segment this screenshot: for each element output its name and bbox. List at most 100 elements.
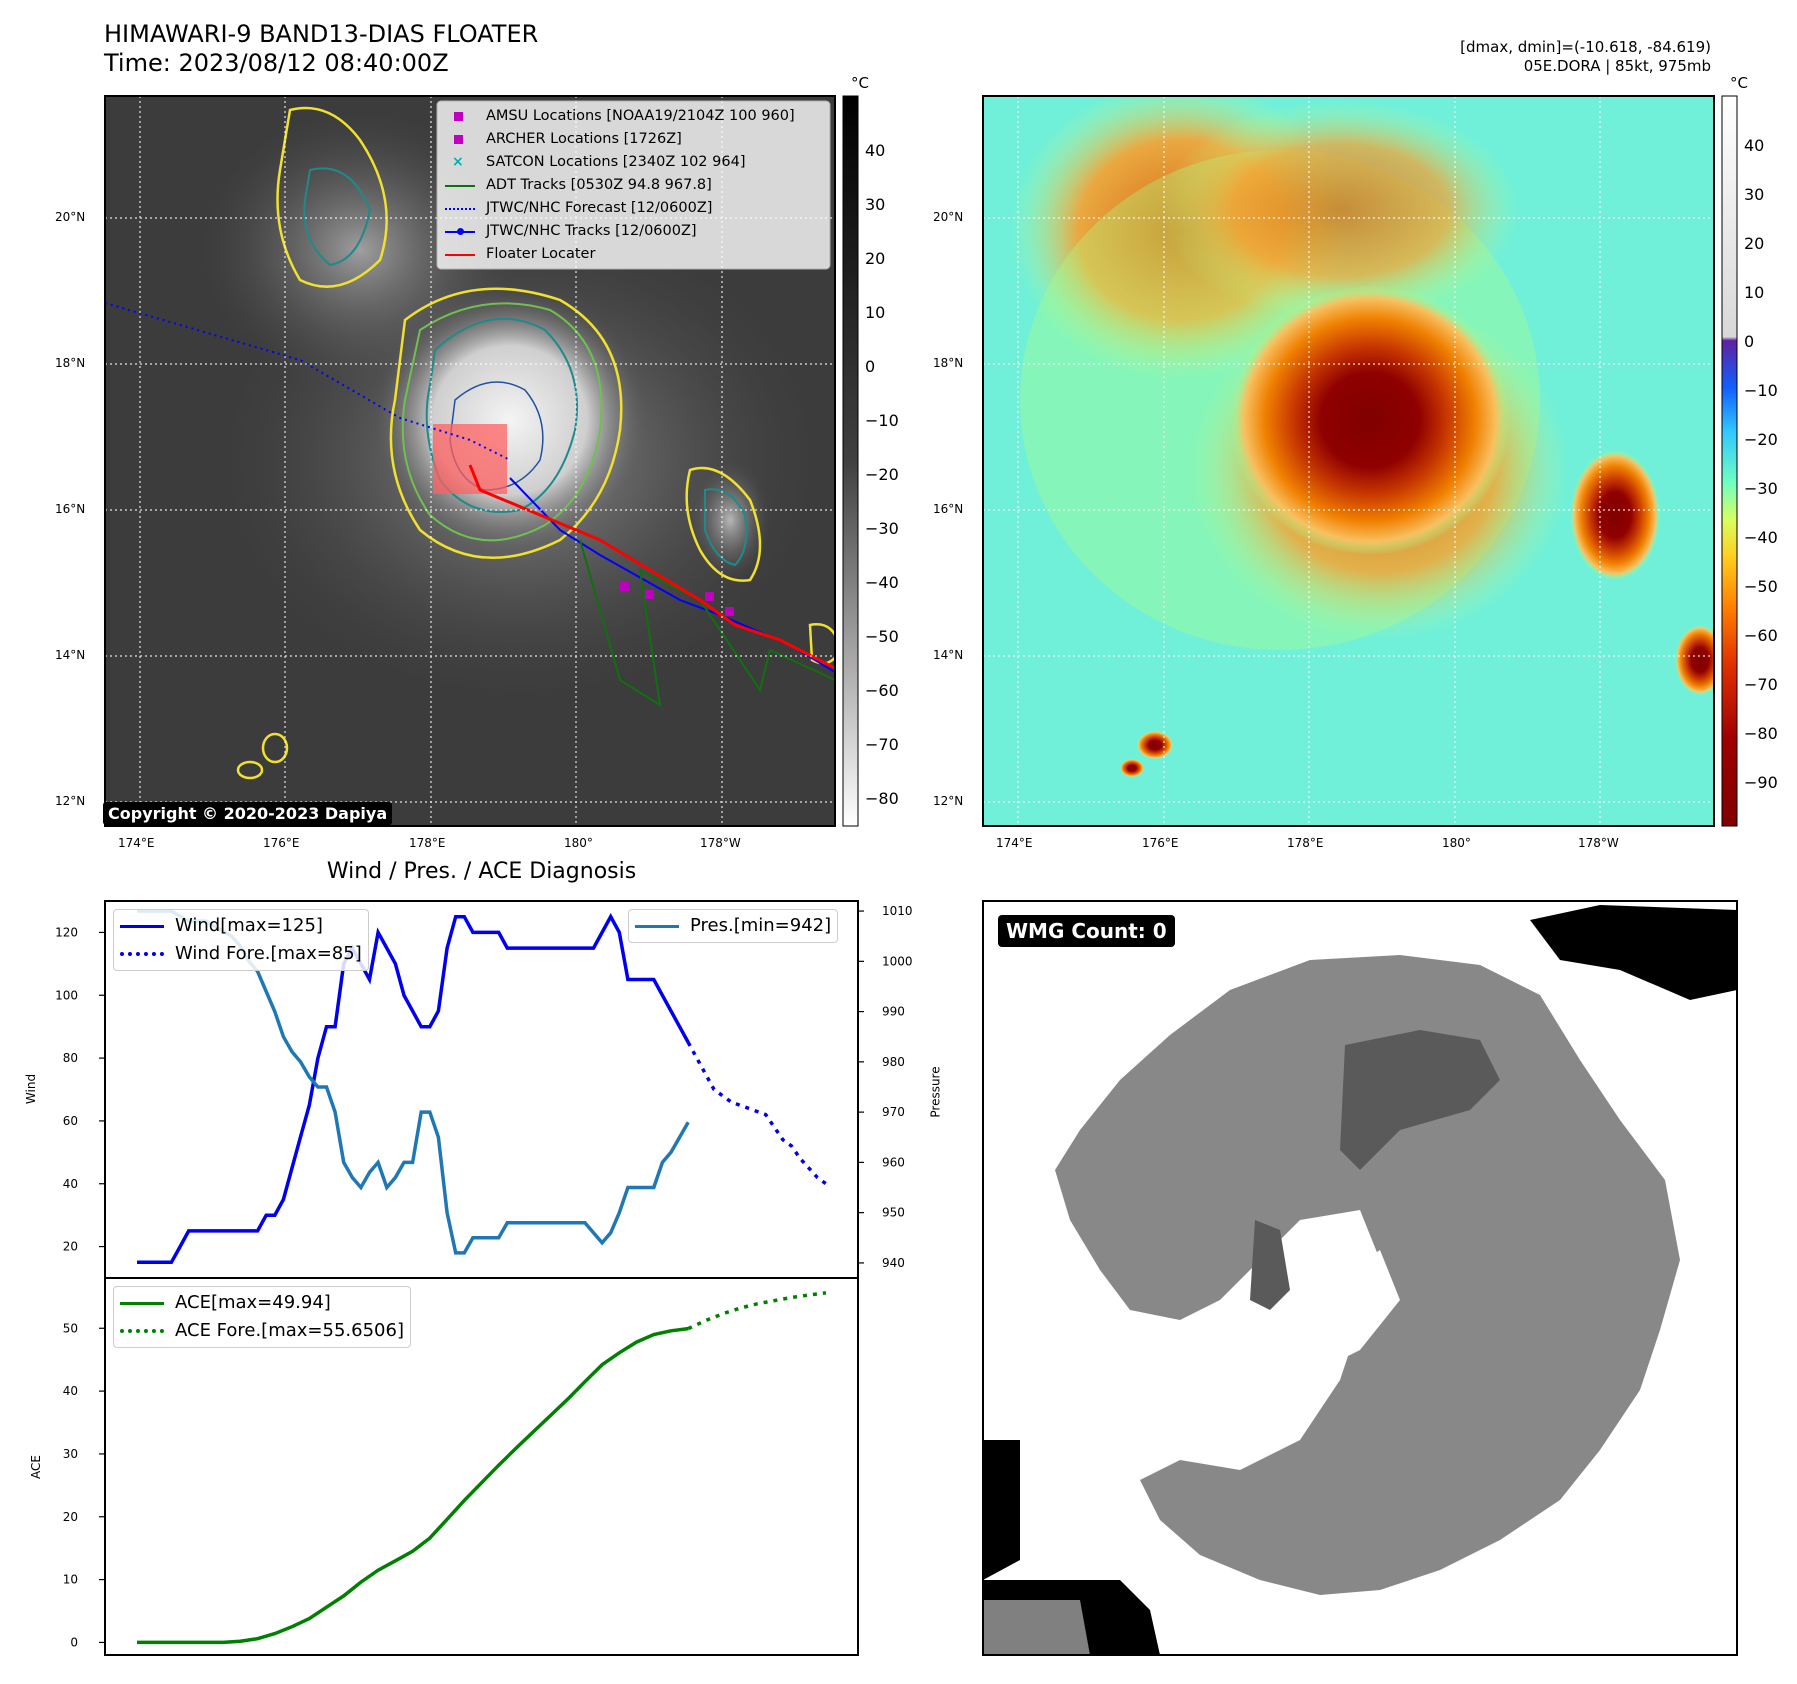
color-lat-label-20: 20°N xyxy=(933,210,964,224)
y-right-tick-label: 980 xyxy=(882,1055,905,1069)
dotted-line-icon xyxy=(445,208,475,210)
ir-colorbar-tick: 10 xyxy=(865,303,886,322)
ir-colorbar-tick: −30 xyxy=(865,519,899,538)
ir-colorbar-tick: −50 xyxy=(865,627,899,646)
ir-lon-label-176e: 176°E xyxy=(263,836,300,850)
color-lat-label-18: 18°N xyxy=(933,356,964,370)
color-lon-label-174e: 174°E xyxy=(996,836,1033,850)
ace-y-tick-label: 10 xyxy=(63,1573,78,1587)
ir-colorbar-tick: 0 xyxy=(865,357,876,376)
storm-info: [dmax, dmin]=(-10.618, -84.619) 05E.DORA… xyxy=(1460,38,1711,76)
ace-y-tick-label: 0 xyxy=(70,1635,78,1649)
legend-entry-ace-forecast: ACE Fore.[max=55.6506] xyxy=(120,1317,404,1345)
diagnosis-chart-title: Wind / Pres. / ACE Diagnosis xyxy=(326,859,637,884)
color-colorbar-tick: −30 xyxy=(1744,479,1778,498)
y-tick-label: 20 xyxy=(63,1240,78,1254)
ir-colorbar-tick: −80 xyxy=(865,789,899,808)
legend-entry-adt: ADT Tracks [0530Z 94.8 967.8] xyxy=(445,174,830,197)
ir-lon-label-174e: 174°E xyxy=(118,836,155,850)
color-colorbar-tick: 0 xyxy=(1744,332,1755,351)
legend-entry-wind: Wind[max=125] xyxy=(120,912,362,940)
color-colorbar-tick: −90 xyxy=(1744,773,1778,792)
storm-intensity-text: 05E.DORA | 85kt, 975mb xyxy=(1523,57,1711,75)
ir-colorbar-tick: −70 xyxy=(865,735,899,754)
legend-entry-wind-forecast: Wind Fore.[max=85] xyxy=(120,940,362,968)
y-tick-label: 80 xyxy=(63,1051,78,1065)
ace-y-tick-label: 20 xyxy=(63,1510,78,1524)
y-right-tick-label: 940 xyxy=(882,1256,905,1270)
ir-colorbar-tick: −10 xyxy=(865,411,899,430)
ir-colorbar-tick: 40 xyxy=(865,141,886,160)
color-colorbar-tick: −10 xyxy=(1744,381,1778,400)
line-marker-icon xyxy=(445,185,475,187)
y-right-tick-label: 1000 xyxy=(882,954,913,968)
legend-entry-amsu: AMSU Locations [NOAA19/2104Z 100 960] xyxy=(445,105,830,128)
color-ir-map xyxy=(982,95,1715,827)
x-marker-icon: × xyxy=(452,154,464,170)
y-right-tick-label: 970 xyxy=(882,1105,905,1119)
dotted-line-icon xyxy=(120,1329,164,1333)
wind-legend: Wind[max=125] Wind Fore.[max=85] xyxy=(113,909,369,971)
copyright-badge: Copyright © 2020-2023 Dapiya xyxy=(103,802,393,825)
y-tick-label: 60 xyxy=(63,1114,78,1128)
ace-legend: ACE[max=49.94] ACE Fore.[max=55.6506] xyxy=(113,1286,411,1348)
ir-lat-label-16: 16°N xyxy=(55,502,86,516)
color-colorbar-tick: −60 xyxy=(1744,626,1778,645)
line-marker-icon xyxy=(445,254,475,256)
color-lon-label-180: 180° xyxy=(1442,836,1471,850)
y-tick-label: 120 xyxy=(55,925,78,939)
square-marker-icon xyxy=(454,112,463,121)
ace-y-tick-label: 30 xyxy=(63,1447,78,1461)
color-colorbar xyxy=(1721,95,1738,827)
ir-lon-label-178w: 178°W xyxy=(700,836,741,850)
ir-lat-label-20: 20°N xyxy=(55,210,86,224)
wmg-count-badge: WMG Count: 0 xyxy=(998,915,1175,947)
ir-colorbar-tick: −60 xyxy=(865,681,899,700)
y-right-tick-label: 960 xyxy=(882,1155,905,1169)
legend-entry-floater: Floater Locater xyxy=(445,243,830,266)
pressure-legend: Pres.[min=942] xyxy=(628,909,839,943)
y-right-tick-label: 950 xyxy=(882,1206,905,1220)
dmax-dmin-text: [dmax, dmin]=(-10.618, -84.619) xyxy=(1460,38,1711,56)
color-lon-label-178w: 178°W xyxy=(1578,836,1619,850)
legend-entry-satcon: × SATCON Locations [2340Z 102 964] xyxy=(445,151,830,174)
color-colorbar-tick: 20 xyxy=(1744,234,1765,253)
ace-y-tick-label: 50 xyxy=(63,1321,78,1335)
ir-colorbar xyxy=(842,95,859,827)
line-marker-icon xyxy=(120,925,164,928)
title-line-2: Time: 2023/08/12 08:40:00Z xyxy=(104,49,449,77)
ace-series-line-1 xyxy=(687,1291,827,1331)
ir-legend-entries: AMSU Locations [NOAA19/2104Z 100 960] AR… xyxy=(445,105,830,266)
y-tick-label: 100 xyxy=(55,988,78,1002)
color-lon-label-176e: 176°E xyxy=(1142,836,1179,850)
y-right-tick-label: 1010 xyxy=(882,904,913,918)
legend-entry-pressure: Pres.[min=942] xyxy=(635,912,831,940)
line-marker-icon xyxy=(120,1302,164,1305)
ace-y-tick-label: 40 xyxy=(63,1384,78,1398)
square-marker-icon xyxy=(454,135,463,144)
color-lat-label-16: 16°N xyxy=(933,502,964,516)
ir-lon-label-180: 180° xyxy=(564,836,593,850)
ir-colorbar-tick: −20 xyxy=(865,465,899,484)
color-colorbar-tick: 30 xyxy=(1744,185,1765,204)
color-lat-label-14: 14°N xyxy=(933,648,964,662)
color-colorbar-tick: −70 xyxy=(1744,675,1778,694)
legend-entry-forecast: JTWC/NHC Forecast [12/0600Z] xyxy=(445,197,830,220)
ir-colorbar-tick: 20 xyxy=(865,249,886,268)
dotted-line-icon xyxy=(120,952,164,956)
legend-entry-archer: ARCHER Locations [1726Z] xyxy=(445,128,830,151)
series-line-1 xyxy=(686,1041,828,1186)
color-colorbar-tick: 10 xyxy=(1744,283,1765,302)
color-colorbar-tick: −50 xyxy=(1744,577,1778,596)
ir-lat-label-12: 12°N xyxy=(55,794,86,808)
figure-title: HIMAWARI-9 BAND13-DIAS FLOATER Time: 2023… xyxy=(104,20,538,78)
legend-entry-ace: ACE[max=49.94] xyxy=(120,1289,404,1317)
color-lon-label-178e: 178°E xyxy=(1287,836,1324,850)
y-tick-label: 40 xyxy=(63,1177,78,1191)
pressure-axis-label: Pressure xyxy=(928,1066,943,1118)
ir-lat-label-18: 18°N xyxy=(55,356,86,370)
wmg-map xyxy=(982,900,1738,1656)
legend-entry-tracks: JTWC/NHC Tracks [12/0600Z] xyxy=(445,220,830,243)
ace-axis-label: ACE xyxy=(28,1455,43,1479)
y-right-tick-label: 990 xyxy=(882,1005,905,1019)
